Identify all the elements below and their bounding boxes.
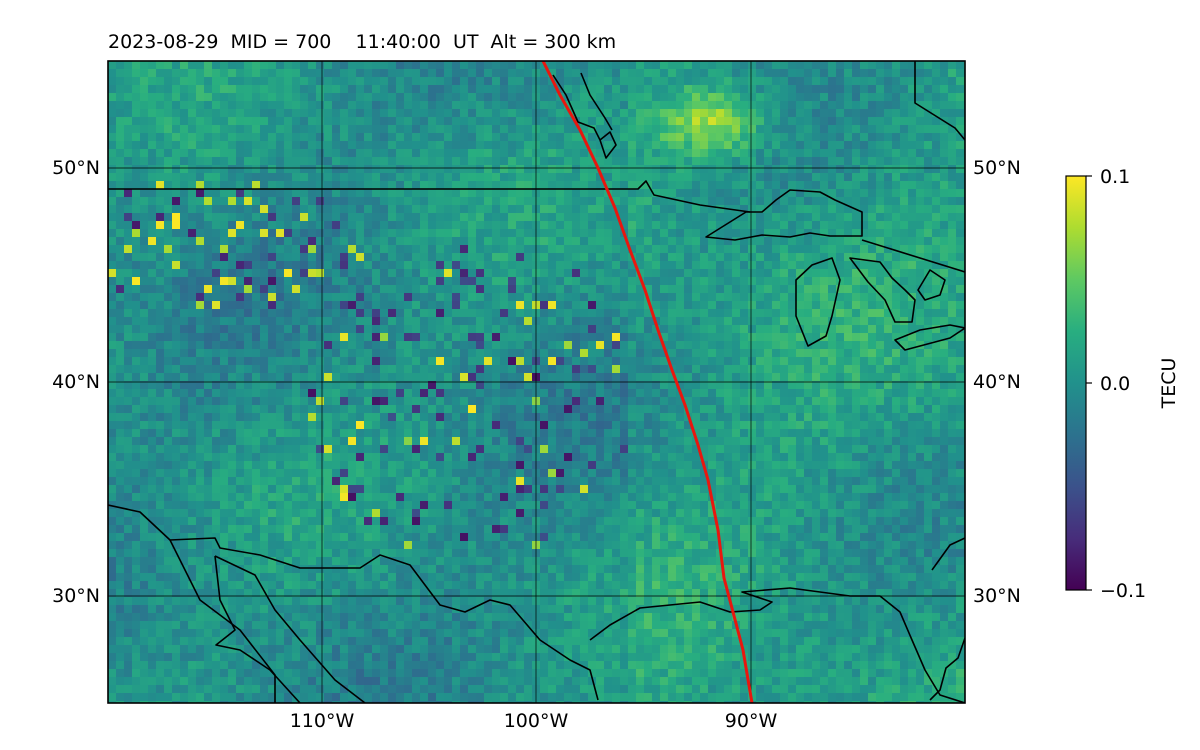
lat-label-left-40: 40°N (52, 371, 100, 393)
florida (931, 537, 965, 571)
terminator-line (541, 61, 754, 703)
lake-erie-ontario (894, 324, 965, 351)
tec-heatmap (108, 61, 965, 703)
colorbar-tick-label-min: −0.1 (1100, 580, 1146, 602)
lon-label-110w: 110°W (290, 710, 355, 732)
great-lakes-region (861, 239, 965, 273)
colorbar-tick-label-max: 0.1 (1100, 166, 1130, 188)
lat-label-left-50: 50°N (52, 157, 100, 179)
colorbar: 0.1 0.0 −0.1 TECU (1065, 166, 1180, 602)
lat-label-right-30: 30°N (973, 585, 1021, 607)
gulf-coast (929, 637, 965, 701)
coastlines-and-borders (108, 61, 965, 703)
lon-label-90w: 90°W (725, 710, 778, 732)
map-frame (107, 60, 966, 704)
baja-california (214, 555, 366, 703)
lat-label-right-40: 40°N (973, 371, 1021, 393)
lat-label-right-50: 50°N (973, 157, 1021, 179)
lat-label-left-30: 30°N (52, 585, 100, 607)
gridlines (108, 61, 965, 703)
northeast-coast (914, 61, 965, 141)
colorbar-label: TECU (1158, 358, 1180, 410)
us-canada-border (108, 180, 751, 213)
colorbar-gradient (1065, 175, 1087, 591)
mexico-west-coast (169, 539, 276, 703)
map-panel (107, 60, 966, 704)
figure-title: 2023-08-29 MID = 700 11:40:00 UT Alt = 3… (108, 31, 616, 53)
colorbar-tick-label-zero: 0.0 (1100, 373, 1130, 395)
gulf-coast-west (108, 504, 599, 701)
hudson-bay-coast (552, 74, 617, 159)
lake-huron (849, 257, 916, 323)
lake-michigan (795, 257, 841, 347)
baja-peninsula (214, 555, 301, 703)
lake-huron-east (917, 269, 946, 301)
lake-superior (705, 189, 863, 241)
gulf-coast-east (589, 587, 965, 703)
lon-label-100w: 100°W (504, 710, 569, 732)
hudson-bay-coast-2 (580, 72, 613, 131)
